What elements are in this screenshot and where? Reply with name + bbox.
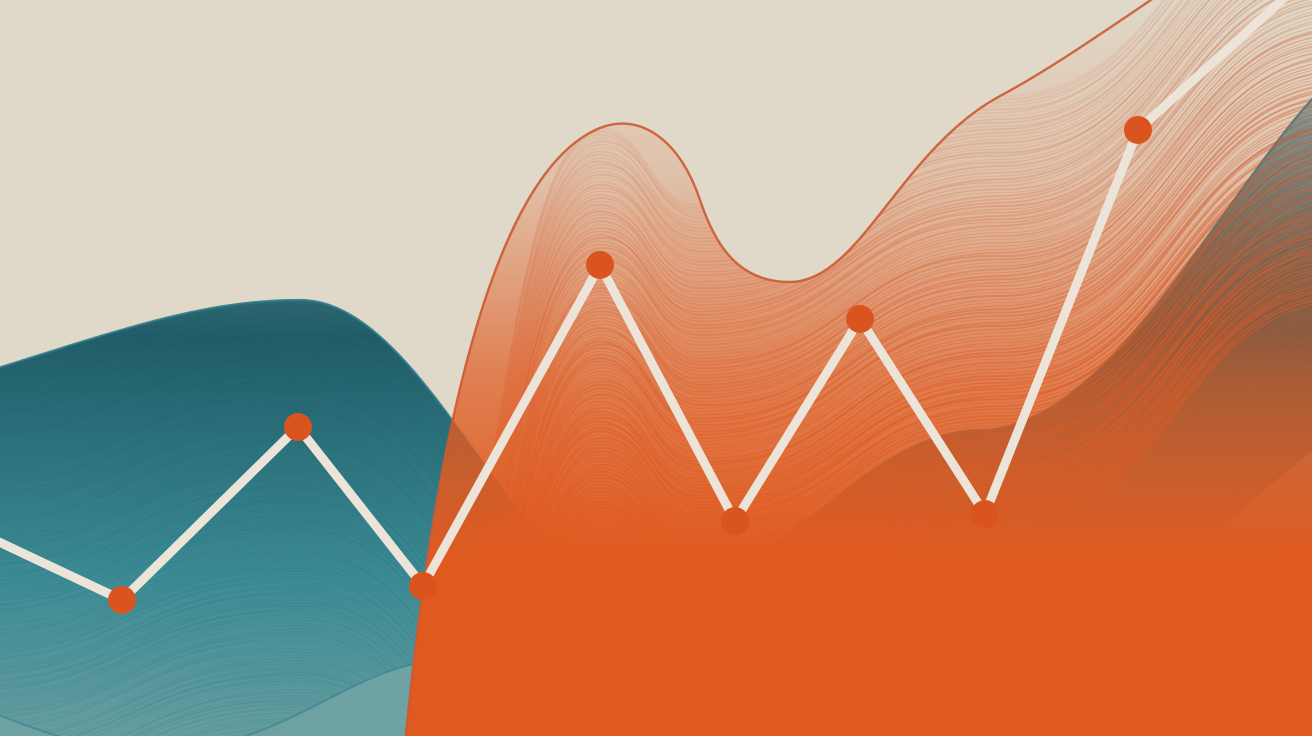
data-point-marker[interactable] <box>108 586 136 614</box>
data-line-layer <box>0 0 1312 736</box>
data-line-svg[interactable] <box>0 0 1312 736</box>
data-point-marker[interactable] <box>284 413 312 441</box>
data-point-marker[interactable] <box>586 251 614 279</box>
data-point-marker[interactable] <box>409 572 437 600</box>
data-point-marker[interactable] <box>846 305 874 333</box>
data-line-polyline[interactable] <box>0 0 1312 600</box>
illustration-canvas <box>0 0 1312 736</box>
data-point-marker[interactable] <box>971 500 999 528</box>
data-point-marker[interactable] <box>1124 116 1152 144</box>
data-point-markers[interactable] <box>108 116 1152 614</box>
data-point-marker[interactable] <box>721 507 749 535</box>
